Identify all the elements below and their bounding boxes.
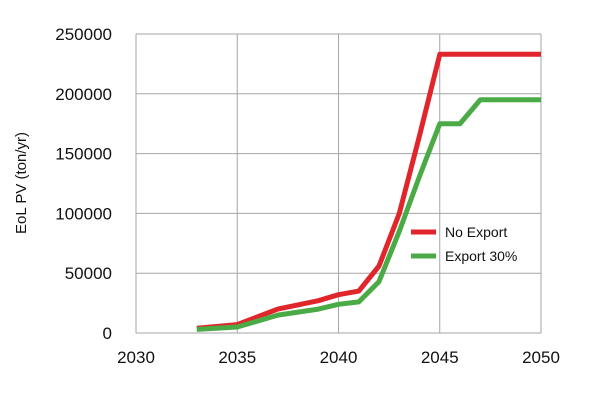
x-tick-label: 2040 bbox=[320, 348, 358, 367]
x-tick-label: 2050 bbox=[522, 348, 560, 367]
x-tick-label: 2035 bbox=[218, 348, 256, 367]
y-tick-label: 150000 bbox=[55, 145, 112, 164]
y-tick-label: 200000 bbox=[55, 85, 112, 104]
series-lines bbox=[196, 51, 541, 332]
y-tick-label: 250000 bbox=[55, 25, 112, 44]
legend-label-no-export: No Export bbox=[445, 224, 507, 240]
legend: No Export Export 30% bbox=[411, 224, 517, 264]
y-tick-label: 0 bbox=[103, 324, 112, 343]
y-tick-label: 100000 bbox=[55, 204, 112, 223]
gridlines bbox=[135, 33, 542, 334]
y-axis-title: EoL PV (ton/yr) bbox=[13, 132, 30, 234]
legend-item-no-export: No Export bbox=[411, 224, 507, 240]
y-tick-label: 50000 bbox=[65, 264, 112, 283]
legend-label-export-30: Export 30% bbox=[445, 248, 517, 264]
series-line-no-export bbox=[196, 51, 541, 331]
legend-item-export-30: Export 30% bbox=[411, 248, 517, 264]
x-tick-label: 2030 bbox=[117, 348, 155, 367]
x-tick-label: 2045 bbox=[421, 348, 459, 367]
series-line-export-30 bbox=[196, 97, 541, 332]
tick-labels: 0 50000 100000 150000 200000 250000 2030 2035 20… bbox=[55, 25, 560, 367]
